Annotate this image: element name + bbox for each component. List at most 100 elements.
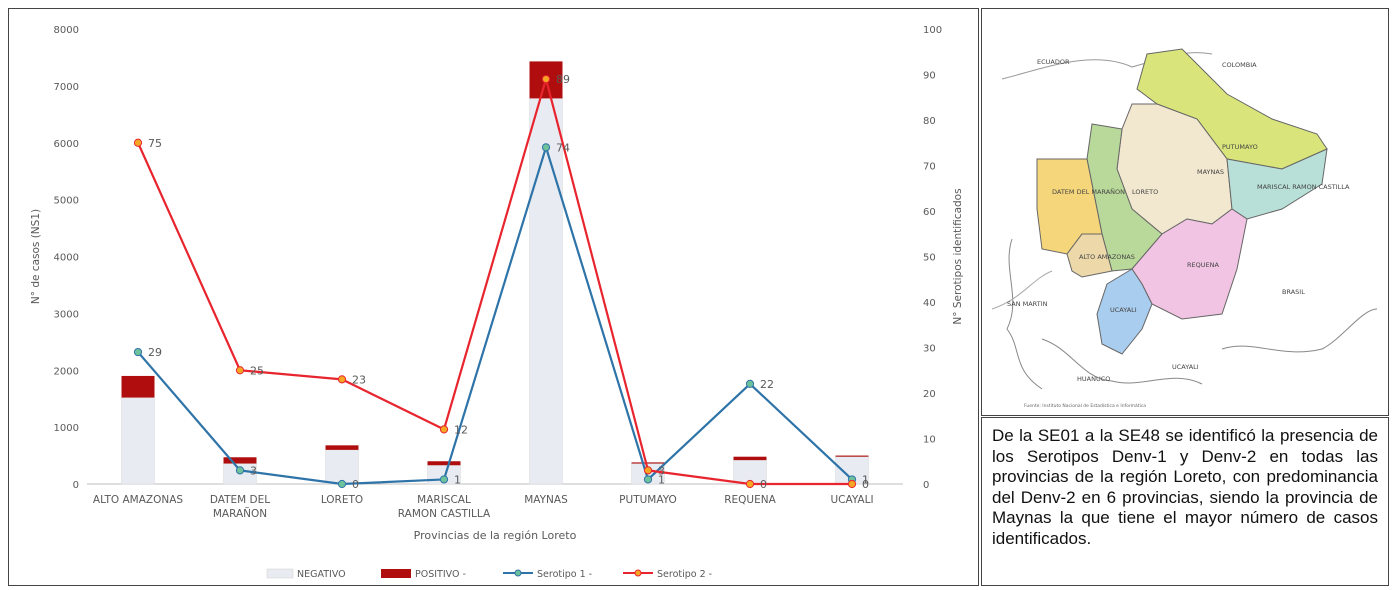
y-tick-label: 5000 [54,196,79,207]
legend-label: POSITIVO - [415,569,466,580]
x-tick-label: LORETO [321,494,363,506]
y2-tick-label: 10 [923,435,936,446]
series-point [745,479,755,489]
series-point [541,74,551,84]
x-tick-label: ALTO AMAZONAS [93,494,184,506]
data-label: 0 [352,478,359,491]
map-label: BRASIL [1282,288,1305,296]
data-label: 74 [556,141,570,154]
bar-positivo [223,457,257,464]
y-tick-label: 8000 [54,25,79,36]
data-label: 23 [352,373,366,386]
x-tick-label: DATEM DEL [210,494,270,506]
data-label: 12 [454,423,468,436]
legend-label: Serotipo 1 - [537,569,592,580]
series-line [137,146,853,486]
combo-chart: 0100020003000400050006000700080000102030… [30,25,964,580]
y2-tick-label: 80 [923,116,936,127]
data-label: 1 [862,473,869,486]
y2-tick-label: 50 [923,253,936,264]
y-tick-label: 7000 [54,82,79,93]
legend-swatch-negativo [266,568,294,579]
y2-tick-label: 70 [923,162,936,173]
bar-positivo [631,462,665,464]
ucayali-region [1096,268,1153,355]
series-point [439,425,449,434]
y-tick-label: 0 [73,480,79,491]
map-label: REQUENA [1187,261,1219,269]
data-label: 25 [250,364,264,377]
legend-label: Serotipo 2 - [657,569,712,580]
y2-tick-label: 0 [923,480,929,491]
bar-negativo [325,449,359,485]
map-source: Fuente: Instituto Nacional de Estadístic… [1024,402,1146,409]
data-label: 0 [862,478,869,491]
y2-tick-label: 40 [923,298,936,309]
data-label: 1 [454,473,461,486]
x-axis-title: Provincias de la región Loreto [414,529,577,542]
x-tick-label: MAYNAS [524,494,568,506]
map-label: SAN MARTIN [1007,300,1048,308]
map-label: ECUADOR [1037,58,1070,66]
series-point [133,347,143,357]
series-point [133,138,143,147]
data-label: 75 [148,137,162,150]
series-point [847,479,857,489]
series-point [439,475,449,484]
y2-tick-label: 20 [923,389,936,400]
map-panel: ECUADOR COLOMBIA PUTUMAYO MAYNAS LORETO DATEM… [981,8,1389,416]
map-label: LORETO [1132,188,1158,196]
x-tick-label: RAMON CASTILLA [398,508,491,520]
y2-tick-label: 30 [923,344,936,355]
x-tick-label: REQUENA [724,494,776,506]
series-point [541,143,551,152]
map-label: COLOMBIA [1222,61,1257,69]
caption-text: De la SE01 a la SE48 se identificó la pr… [992,426,1378,548]
legend-label: NEGATIVO [297,569,346,580]
map-label: UCAYALI [1110,306,1137,314]
series-point [745,379,755,388]
data-label: 22 [760,378,774,391]
x-tick-label: PUTUMAYO [619,494,677,506]
y2-axis-title: N° Serotipos identificados [952,188,964,324]
bar-negativo [121,397,155,485]
map-label: ALTO AMAZONAS [1079,253,1135,261]
series-point [235,466,245,475]
series-point [643,475,653,484]
map-label: DATEM DEL MARAÑON [1052,187,1125,196]
x-tick-label: MARISCAL [417,494,471,506]
y2-tick-label: 60 [923,207,936,218]
legend-swatch-positivo [381,569,411,578]
bar-positivo [835,455,869,457]
bar-positivo [121,375,155,398]
x-tick-label: MARAÑON [213,507,267,520]
y-tick-label: 4000 [54,253,79,264]
map-label: PUTUMAYO [1222,143,1258,151]
series-point [337,375,347,384]
alto-amazonas-region [1066,233,1113,278]
y-tick-label: 2000 [54,366,79,377]
data-label: 3 [658,464,665,477]
data-label: 1 [658,473,665,486]
bar-negativo [529,98,563,485]
y2-tick-label: 100 [923,25,942,36]
data-label: 0 [760,478,767,491]
map-label: MAYNAS [1197,168,1224,176]
x-tick-label: UCAYALI [830,494,873,506]
y-axis-title: N° de casos (NS1) [30,209,42,304]
data-label: 3 [250,464,257,477]
data-label: 29 [148,346,162,359]
map-label: UCAYALI [1172,363,1199,371]
map-label: MARISCAL RAMON CASTILLA [1257,183,1350,191]
series-point [235,366,245,375]
chart-panel: 0 1000 2000 3000 4000 5000 6000 7000 8000 0 10 20 30… [8,8,979,586]
map-label: HUANUCO [1077,375,1110,383]
y-tick-label: 3000 [54,309,79,320]
y2-tick-label: 90 [923,71,936,82]
caption-panel: De la SE01 a la SE48 se identificó la pr… [981,417,1389,586]
y-tick-label: 6000 [54,139,79,150]
loreto-map: ECUADOR COLOMBIA PUTUMAYO MAYNAS LORETO DATEM… [982,9,1388,415]
data-label: 89 [556,73,570,86]
bar-positivo [325,445,359,450]
series-point [643,466,653,475]
